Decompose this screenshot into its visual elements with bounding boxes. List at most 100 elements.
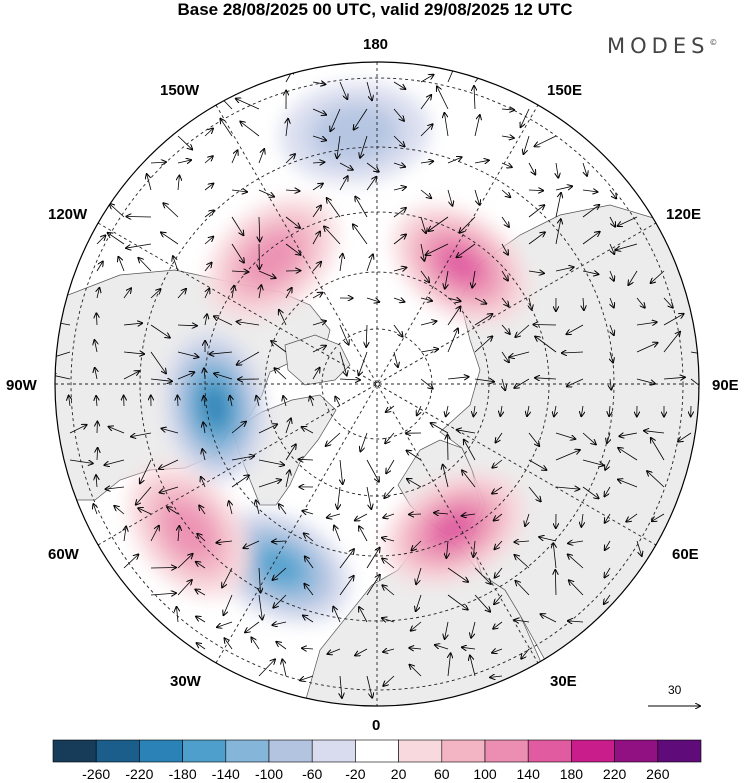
wind-vector [636, 343, 658, 353]
wind-vector [359, 351, 368, 375]
colorbar-tick-label: 100 [473, 766, 497, 782]
meridian-150w-30e [215, 104, 539, 664]
wind-vector [501, 109, 514, 110]
colorbar-tick-label: -260 [82, 766, 111, 782]
wind-vector [501, 216, 509, 227]
wind-vector [610, 270, 614, 281]
wind-vector [279, 310, 287, 326]
wind-vector [256, 396, 259, 407]
wind-vector [382, 585, 395, 596]
wind-vector [333, 607, 341, 623]
wind-vector [312, 346, 326, 353]
wind-vector [582, 205, 599, 218]
wind-vector [618, 448, 638, 461]
map-boundary [54, 61, 700, 707]
colorbar-tick-label: 260 [646, 766, 670, 782]
wind-vector [462, 470, 476, 488]
wind-vector [237, 351, 260, 365]
wind-vector [123, 352, 144, 354]
wind-vector [607, 432, 610, 443]
wind-vector [339, 176, 348, 191]
colorbar-swatch [225, 739, 270, 763]
wind-vector [501, 297, 509, 306]
anomaly-east-siberia-positive-level [437, 245, 484, 285]
anomaly-greenland-positive-level [162, 502, 215, 560]
wind-vector [605, 486, 611, 496]
wind-vector [339, 379, 360, 380]
wind-vector [360, 135, 368, 158]
wind-vector [214, 374, 233, 380]
wind-vector [610, 324, 614, 335]
wind-vector [474, 297, 486, 304]
wind-vector [521, 648, 530, 659]
wind-vector [610, 243, 614, 254]
anomaly-bering-negative-level [310, 102, 400, 164]
wind-vector [474, 314, 492, 326]
wind-reference-label: 30 [668, 683, 682, 697]
colorbar-swatch [139, 739, 183, 763]
wind-vector [204, 210, 214, 218]
wind-vector [514, 378, 530, 388]
wind-vector [525, 513, 529, 526]
wind-vector [521, 108, 530, 127]
wind-vector [96, 313, 97, 326]
wind-vector [178, 526, 179, 542]
wind-vector [501, 189, 510, 197]
wind-vector [258, 659, 275, 677]
wind-vector [569, 580, 584, 596]
wind-vector [474, 336, 492, 353]
wind-vector [647, 471, 665, 488]
wind-vector [339, 162, 353, 170]
wind-vector [420, 189, 431, 198]
wind-vector [393, 268, 406, 272]
wind-vector [516, 581, 530, 596]
colorbar-tick-label: 180 [559, 766, 584, 782]
wind-vector [420, 349, 438, 352]
wind-vector [556, 162, 558, 178]
wind-vector [435, 645, 449, 650]
wind-vector [393, 187, 406, 190]
wind-vector [474, 567, 491, 584]
wind-vector [462, 647, 476, 649]
wind-vector [312, 232, 320, 245]
wind-vector [366, 675, 372, 698]
wind-vector [533, 325, 557, 326]
wind-vector [393, 235, 406, 245]
wind-vector [201, 477, 205, 488]
wind-vector [496, 432, 503, 443]
colorbar-swatch [441, 739, 486, 763]
wind-vector [355, 513, 368, 521]
wind-vector [568, 554, 584, 569]
wind-vector [285, 418, 291, 434]
wind-vector [204, 184, 213, 191]
wind-vector [339, 351, 347, 375]
wind-vector [524, 135, 530, 154]
wind-vector [492, 486, 503, 494]
colorbar-tick-label: 220 [602, 766, 627, 782]
wind-vector [231, 150, 238, 164]
wind-vector [231, 271, 248, 272]
wind-vector [366, 81, 372, 100]
wind-vector [501, 351, 509, 362]
wind-vector [55, 351, 71, 360]
wind-vector [69, 396, 70, 407]
wind-vector [177, 607, 179, 623]
wind-vector [258, 459, 284, 465]
wind-vector [163, 203, 179, 218]
meridian-30w-150e [215, 104, 539, 664]
wind-vector [434, 513, 449, 514]
wind-vector [131, 432, 152, 437]
wind-vector [420, 298, 432, 301]
wind-vector [447, 377, 469, 379]
wind-vector [383, 514, 395, 518]
wind-vector [114, 506, 125, 515]
wind-vector [448, 435, 449, 461]
wind-vector [528, 232, 545, 245]
wind-vector [150, 324, 170, 338]
wind-vector [583, 297, 584, 310]
lon-label-120w: 120W [48, 206, 88, 223]
wind-vector [216, 541, 233, 543]
wind-vector [501, 324, 510, 334]
wind-vector [528, 190, 543, 191]
wind-vector [636, 378, 655, 384]
